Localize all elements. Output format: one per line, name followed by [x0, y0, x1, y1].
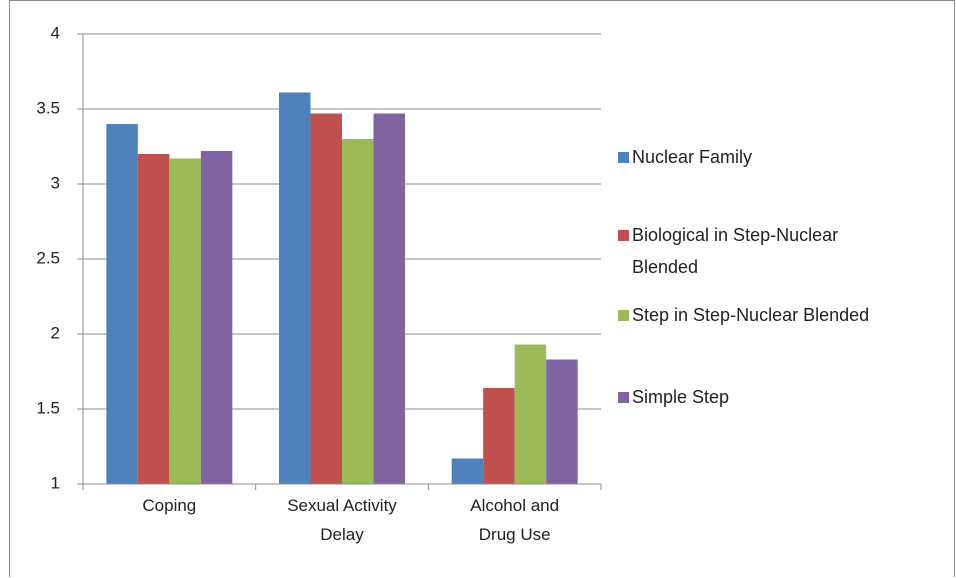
legend-label: Biological in Step-Nuclear Blended — [632, 225, 839, 277]
x-tick-label: Sexual Activity Delay — [287, 496, 397, 544]
x-tick-label: Coping — [142, 496, 197, 515]
plot: 1 1.5 2 2.5 3 3.5 4 — [36, 23, 602, 492]
legend-swatch — [618, 230, 629, 241]
legend-swatch — [618, 310, 629, 321]
y-tick-label: 1 — [51, 473, 60, 492]
y-tick-label: 3 — [51, 173, 60, 192]
bar — [342, 139, 374, 484]
bar — [169, 158, 201, 484]
bar — [279, 92, 311, 484]
bar — [137, 154, 170, 484]
bar — [514, 344, 547, 484]
y-tick-label: 3.5 — [36, 98, 60, 117]
legend-swatch — [618, 152, 629, 163]
legend-swatch — [618, 392, 629, 403]
legend-label: Step in Step-Nuclear Blended — [632, 305, 870, 325]
bar — [106, 124, 138, 484]
y-tick-label: 1.5 — [36, 398, 60, 417]
bar — [373, 113, 405, 484]
bar — [483, 388, 515, 484]
legend-label: Nuclear Family — [632, 147, 753, 167]
bar — [451, 458, 484, 484]
legend-label: Simple Step — [632, 387, 730, 407]
x-tick-label: Alcohol and Drug Use — [470, 496, 560, 544]
y-tick-label: 4 — [51, 23, 60, 42]
bar — [546, 359, 578, 484]
y-tick-label: 2 — [51, 323, 60, 342]
bar — [200, 151, 233, 484]
y-tick-label: 2.5 — [36, 248, 60, 267]
bar — [310, 113, 342, 484]
chart: 1 1.5 2 2.5 3 3.5 4 Coping Sexual Activity Dela… — [9, 0, 955, 577]
